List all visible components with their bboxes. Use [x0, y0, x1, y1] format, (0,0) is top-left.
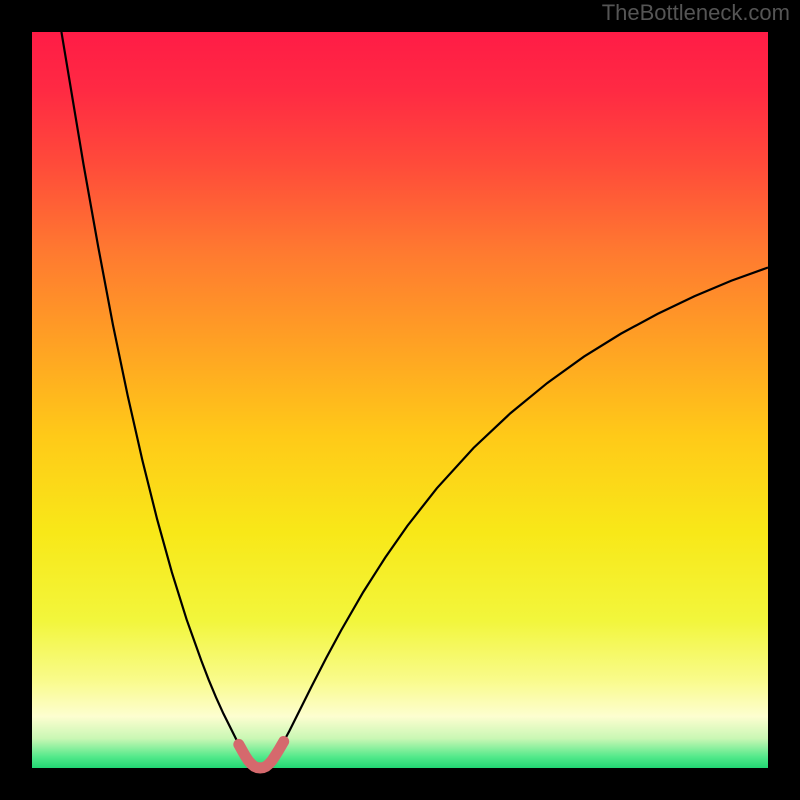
chart-container: TheBottleneck.com — [0, 0, 800, 800]
bottleneck-chart — [0, 0, 800, 800]
watermark-text: TheBottleneck.com — [602, 0, 790, 26]
plot-background — [32, 32, 768, 768]
